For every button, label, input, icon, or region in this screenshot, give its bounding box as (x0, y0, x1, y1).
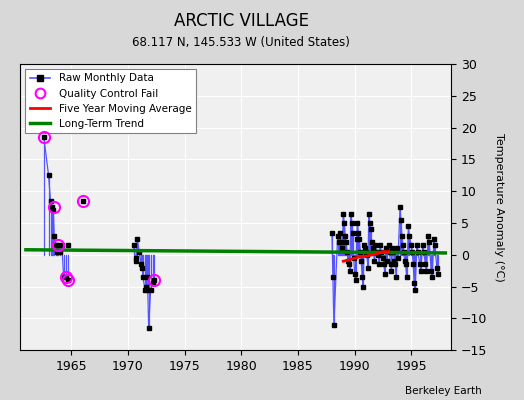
Text: ARCTIC VILLAGE: ARCTIC VILLAGE (173, 12, 309, 30)
Y-axis label: Temperature Anomaly (°C): Temperature Anomaly (°C) (494, 133, 504, 282)
Text: 68.117 N, 145.533 W (United States): 68.117 N, 145.533 W (United States) (132, 36, 350, 49)
Legend: Raw Monthly Data, Quality Control Fail, Five Year Moving Average, Long-Term Tren: Raw Monthly Data, Quality Control Fail, … (26, 69, 195, 133)
Text: Berkeley Earth: Berkeley Earth (406, 386, 482, 396)
